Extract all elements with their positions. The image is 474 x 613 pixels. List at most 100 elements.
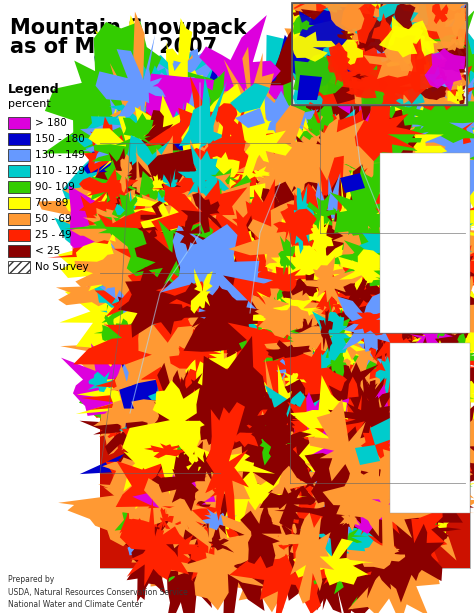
Polygon shape bbox=[111, 240, 179, 319]
Polygon shape bbox=[403, 434, 422, 447]
Polygon shape bbox=[229, 513, 330, 613]
Polygon shape bbox=[175, 223, 208, 249]
Polygon shape bbox=[281, 444, 310, 485]
Polygon shape bbox=[293, 539, 374, 585]
Polygon shape bbox=[133, 522, 206, 576]
Polygon shape bbox=[248, 200, 283, 231]
Polygon shape bbox=[339, 395, 373, 489]
Polygon shape bbox=[281, 371, 307, 390]
Polygon shape bbox=[280, 121, 358, 183]
Polygon shape bbox=[408, 121, 456, 177]
Polygon shape bbox=[369, 5, 387, 61]
Polygon shape bbox=[155, 335, 236, 361]
Polygon shape bbox=[343, 322, 388, 407]
Polygon shape bbox=[228, 292, 318, 338]
Polygon shape bbox=[134, 85, 210, 140]
Polygon shape bbox=[437, 43, 466, 73]
Polygon shape bbox=[182, 381, 285, 448]
Polygon shape bbox=[255, 417, 315, 489]
Polygon shape bbox=[239, 379, 331, 456]
Polygon shape bbox=[296, 102, 329, 160]
Polygon shape bbox=[351, 436, 397, 519]
Polygon shape bbox=[366, 511, 390, 546]
Polygon shape bbox=[331, 155, 373, 200]
Polygon shape bbox=[335, 451, 397, 516]
Polygon shape bbox=[334, 7, 364, 26]
Polygon shape bbox=[377, 419, 472, 481]
Polygon shape bbox=[211, 365, 331, 503]
Polygon shape bbox=[322, 109, 405, 185]
Polygon shape bbox=[293, 211, 342, 243]
Polygon shape bbox=[47, 227, 200, 273]
Polygon shape bbox=[106, 216, 134, 271]
Polygon shape bbox=[156, 259, 230, 322]
Polygon shape bbox=[174, 144, 234, 202]
Polygon shape bbox=[318, 360, 343, 370]
Polygon shape bbox=[122, 195, 199, 221]
Polygon shape bbox=[398, 288, 474, 390]
Polygon shape bbox=[335, 92, 425, 164]
Polygon shape bbox=[271, 210, 362, 253]
Polygon shape bbox=[267, 490, 406, 551]
Polygon shape bbox=[288, 436, 426, 472]
Polygon shape bbox=[331, 457, 357, 479]
Polygon shape bbox=[118, 116, 219, 207]
Polygon shape bbox=[233, 181, 281, 228]
Polygon shape bbox=[395, 514, 413, 583]
Polygon shape bbox=[326, 468, 352, 516]
Polygon shape bbox=[401, 224, 448, 259]
Polygon shape bbox=[433, 346, 474, 368]
Polygon shape bbox=[199, 151, 241, 202]
Polygon shape bbox=[97, 124, 172, 206]
Polygon shape bbox=[183, 269, 274, 373]
Polygon shape bbox=[349, 325, 396, 365]
Polygon shape bbox=[75, 107, 135, 162]
Polygon shape bbox=[369, 237, 424, 262]
Polygon shape bbox=[367, 400, 474, 488]
Polygon shape bbox=[204, 458, 231, 489]
Polygon shape bbox=[119, 369, 219, 478]
Polygon shape bbox=[196, 261, 228, 302]
Polygon shape bbox=[348, 260, 381, 291]
Polygon shape bbox=[202, 85, 305, 195]
Polygon shape bbox=[171, 291, 219, 350]
Polygon shape bbox=[232, 321, 360, 386]
Polygon shape bbox=[283, 327, 328, 419]
Polygon shape bbox=[242, 397, 283, 433]
Polygon shape bbox=[248, 417, 285, 457]
Polygon shape bbox=[382, 121, 430, 162]
Polygon shape bbox=[326, 55, 408, 126]
Polygon shape bbox=[353, 211, 433, 242]
Polygon shape bbox=[293, 7, 355, 89]
Polygon shape bbox=[375, 176, 427, 252]
Polygon shape bbox=[169, 329, 228, 390]
Polygon shape bbox=[178, 456, 208, 473]
Polygon shape bbox=[331, 82, 391, 104]
Polygon shape bbox=[178, 326, 226, 442]
Polygon shape bbox=[292, 362, 347, 446]
Polygon shape bbox=[286, 318, 321, 398]
Polygon shape bbox=[351, 307, 474, 359]
Polygon shape bbox=[405, 481, 445, 523]
Polygon shape bbox=[340, 490, 365, 529]
Polygon shape bbox=[410, 78, 474, 123]
Polygon shape bbox=[447, 36, 466, 51]
Polygon shape bbox=[147, 454, 241, 512]
Polygon shape bbox=[163, 276, 237, 311]
Polygon shape bbox=[348, 418, 391, 477]
Polygon shape bbox=[244, 283, 313, 420]
Polygon shape bbox=[376, 398, 392, 444]
Polygon shape bbox=[288, 125, 322, 165]
Polygon shape bbox=[296, 532, 406, 587]
Polygon shape bbox=[134, 465, 154, 485]
Polygon shape bbox=[305, 71, 326, 97]
Polygon shape bbox=[355, 257, 445, 419]
Polygon shape bbox=[81, 66, 200, 222]
Polygon shape bbox=[321, 47, 337, 57]
Polygon shape bbox=[173, 373, 215, 423]
Polygon shape bbox=[215, 335, 244, 357]
Polygon shape bbox=[291, 416, 327, 440]
Polygon shape bbox=[182, 123, 230, 159]
Polygon shape bbox=[95, 242, 205, 350]
Polygon shape bbox=[205, 94, 282, 153]
